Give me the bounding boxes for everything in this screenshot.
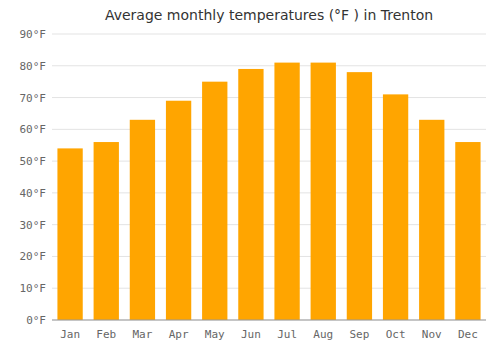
x-tick-label: May	[205, 328, 225, 341]
x-tick-label: Aug	[313, 328, 333, 341]
y-tick-label: 60°F	[20, 123, 47, 136]
bar	[455, 142, 480, 320]
bar	[130, 120, 155, 320]
x-axis: Jan Feb Mar Apr May Jun Jul Aug Sep Oct Nov Dec	[60, 328, 478, 341]
x-tick-label: Sep	[349, 328, 369, 341]
x-tick-label: Jan	[60, 328, 80, 341]
bar	[238, 69, 263, 320]
bar	[94, 142, 119, 320]
grid-line	[52, 34, 486, 35]
chart-svg: Average monthly temperatures (°F ) in Tr…	[0, 0, 500, 350]
x-tick-label: Dec	[458, 328, 478, 341]
bar	[347, 72, 372, 320]
x-tick-label: Apr	[169, 328, 189, 341]
y-tick-label: 30°F	[20, 219, 47, 232]
x-tick-label: Jun	[241, 328, 261, 341]
y-tick-label: 50°F	[20, 155, 47, 168]
x-tick-label: Jul	[277, 328, 297, 341]
y-tick-label: 40°F	[20, 187, 47, 200]
bars	[57, 63, 480, 320]
grid-line	[52, 97, 486, 98]
chart-title: Average monthly temperatures (°F ) in Tr…	[105, 7, 433, 23]
bar	[202, 82, 227, 320]
y-tick-label: 80°F	[20, 60, 47, 73]
grid	[52, 34, 486, 320]
x-tick-label: Oct	[386, 328, 406, 341]
bar	[383, 94, 408, 320]
page: {"chart_data": {"type": "bar", "title": …	[0, 0, 500, 350]
x-tick-label: Mar	[132, 328, 152, 341]
y-tick-label: 90°F	[20, 28, 47, 41]
y-tick-label: 20°F	[20, 250, 47, 263]
chart-container: Average monthly temperatures (°F ) in Tr…	[0, 0, 500, 350]
bar	[166, 101, 191, 320]
grid-line	[52, 320, 486, 321]
y-axis: 0°F 10°F 20°F 30°F 40°F 50°F 60°F 70°F 80°F 90°F	[20, 28, 47, 327]
bar	[419, 120, 444, 320]
bar	[57, 148, 82, 320]
bar	[311, 63, 336, 320]
x-axis-line	[52, 320, 486, 321]
grid-line	[52, 65, 486, 66]
bar	[274, 63, 299, 320]
y-tick-label: 0°F	[26, 314, 46, 327]
x-tick-label: Nov	[422, 328, 442, 341]
y-tick-label: 10°F	[20, 282, 47, 295]
y-tick-label: 70°F	[20, 92, 47, 105]
x-tick-label: Feb	[96, 328, 116, 341]
